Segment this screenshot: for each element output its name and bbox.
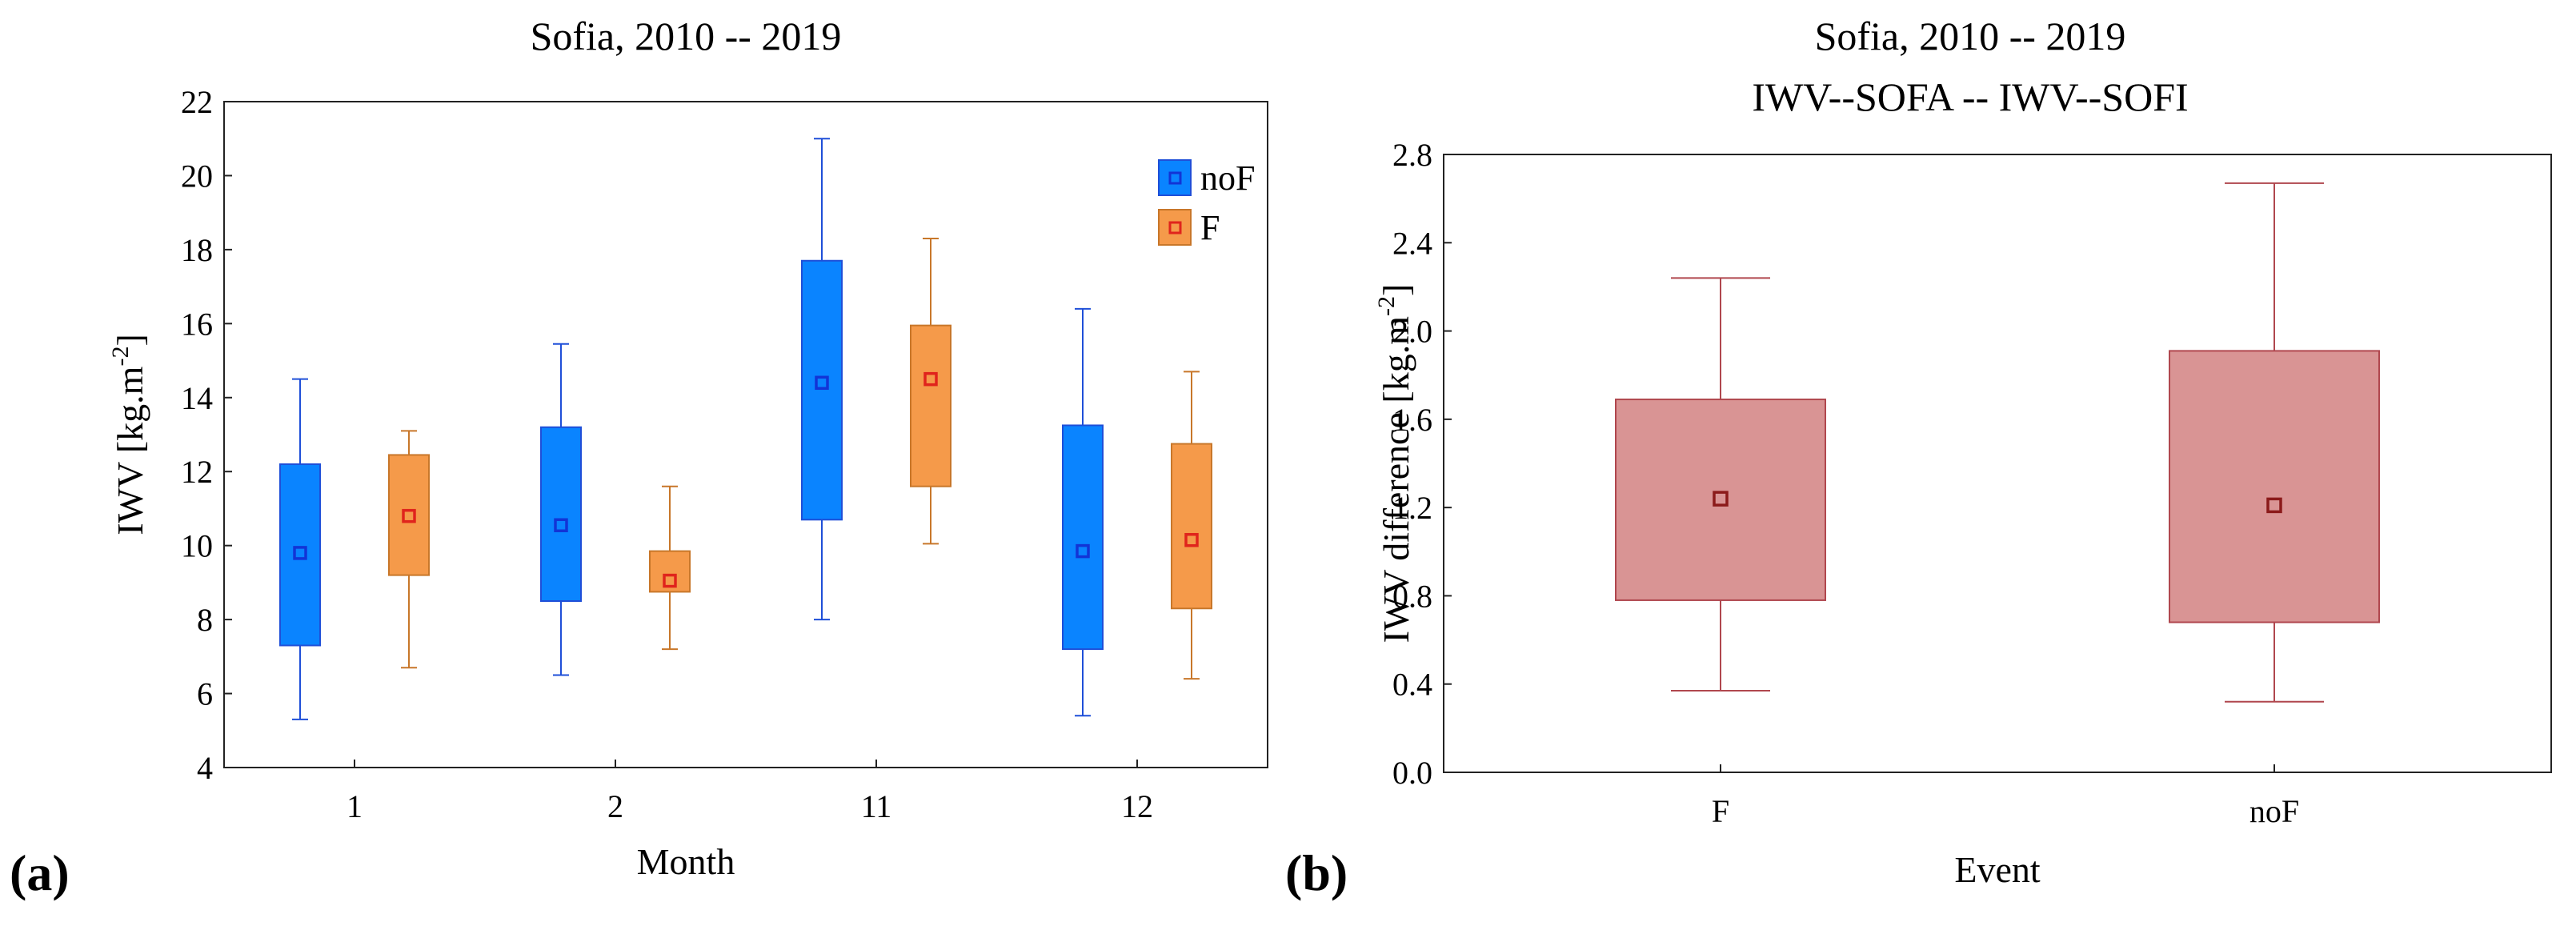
center-marker xyxy=(1184,532,1199,547)
box-body xyxy=(649,550,691,593)
box-body xyxy=(388,454,430,576)
chart-b-subtitle: IWV--SOFA -- IWV--SOFI xyxy=(1752,74,2188,119)
chart-a-x-axis: 1 2 11 12 xyxy=(347,760,1153,824)
box-body xyxy=(1171,443,1212,610)
box-noF-month-2 xyxy=(540,343,582,676)
box-noF-month-11 xyxy=(801,138,843,621)
chart-a-boxes xyxy=(279,138,1212,720)
legend-noF-swatch xyxy=(1158,159,1192,196)
box-noF-month-1 xyxy=(279,378,321,720)
y-tick-label: 2.4 xyxy=(1392,225,1432,261)
legend-noF-label: noF xyxy=(1200,158,1255,198)
center-marker xyxy=(402,508,416,523)
chart-a-y-label: IWV [kg.m-2] xyxy=(107,334,150,535)
y-tick-label: 1.6 xyxy=(1392,402,1432,438)
panel-b: Sofia, 2010 -- 2019 IWV--SOFA -- IWV--SO… xyxy=(1285,14,2552,901)
center-marker xyxy=(815,375,829,391)
chart-a-x-label: Month xyxy=(637,841,735,882)
box-F xyxy=(1615,277,1826,691)
y-tick-label: 16 xyxy=(181,306,213,342)
chart-a-title: Sofia, 2010 -- 2019 xyxy=(531,14,842,58)
box-body xyxy=(2169,350,2380,623)
box-body xyxy=(910,324,951,487)
y-tick-label: 2.0 xyxy=(1392,314,1432,350)
center-marker xyxy=(554,518,568,532)
panel-a-label: (a) xyxy=(10,844,70,901)
legend-F-marker xyxy=(1168,221,1182,235)
y-tick-label: 0.4 xyxy=(1392,667,1432,703)
box-F-month-12 xyxy=(1171,371,1212,680)
y-tick-label: 1.2 xyxy=(1392,490,1432,526)
chart-b-y-label: IWV difference [kg.m-2] xyxy=(1373,284,1416,643)
chart-b-plot-frame xyxy=(1443,154,2552,773)
box-noF xyxy=(2169,182,2380,703)
y-tick-label: 0.0 xyxy=(1392,755,1432,791)
center-marker xyxy=(663,573,677,588)
panel-b-label: (b) xyxy=(1285,844,1348,901)
legend-F-swatch xyxy=(1158,209,1192,246)
box-noF-month-12 xyxy=(1062,307,1104,717)
y-tick-label: 12 xyxy=(181,454,213,490)
chart-b-x-label: Event xyxy=(1954,849,2041,890)
center-marker xyxy=(923,371,938,387)
box-body xyxy=(279,463,321,647)
y-tick-label: 14 xyxy=(181,380,213,416)
chart-b-boxes xyxy=(1615,182,2380,703)
chart-b-y-axis: 0.0 0.4 0.8 1.2 1.6 2.0 2.4 2.8 xyxy=(1392,137,1452,791)
center-marker xyxy=(1713,491,1729,507)
box-body xyxy=(1615,399,1826,601)
x-tick-label: 2 xyxy=(607,788,623,824)
y-tick-label: 22 xyxy=(181,84,213,120)
y-tick-label: 8 xyxy=(197,602,213,638)
chart-a-plot-frame xyxy=(223,101,1268,768)
chart-a-y-axis: 4 6 8 10 12 14 16 18 20 22 xyxy=(181,84,232,786)
center-marker xyxy=(2266,497,2282,514)
chart-b-title: Sofia, 2010 -- 2019 xyxy=(1815,14,2126,58)
y-tick-label: 10 xyxy=(181,528,213,564)
y-tick-label: 0.8 xyxy=(1392,578,1432,614)
y-tick-label: 18 xyxy=(181,232,213,268)
y-tick-label: 4 xyxy=(197,750,213,786)
y-tick-label: 6 xyxy=(197,676,213,712)
center-marker xyxy=(1076,543,1090,559)
chart-a-legend: noF F xyxy=(1158,158,1255,247)
legend-noF-marker xyxy=(1168,171,1182,185)
legend-F-label: F xyxy=(1200,208,1220,247)
x-tick-label: 12 xyxy=(1121,788,1153,824)
y-tick-label: 2.8 xyxy=(1392,137,1432,173)
x-tick-label: 1 xyxy=(347,788,363,824)
x-tick-label: noF xyxy=(2249,793,2299,829)
y-tick-label: 20 xyxy=(181,158,213,194)
box-body xyxy=(1062,424,1104,651)
x-tick-label: F xyxy=(1712,793,1729,829)
box-body xyxy=(540,426,582,602)
box-F-month-1 xyxy=(388,430,430,669)
center-marker xyxy=(293,546,307,560)
box-body xyxy=(801,259,843,521)
x-tick-label: 11 xyxy=(861,788,892,824)
box-F-month-11 xyxy=(910,238,951,545)
box-F-month-2 xyxy=(649,485,691,651)
